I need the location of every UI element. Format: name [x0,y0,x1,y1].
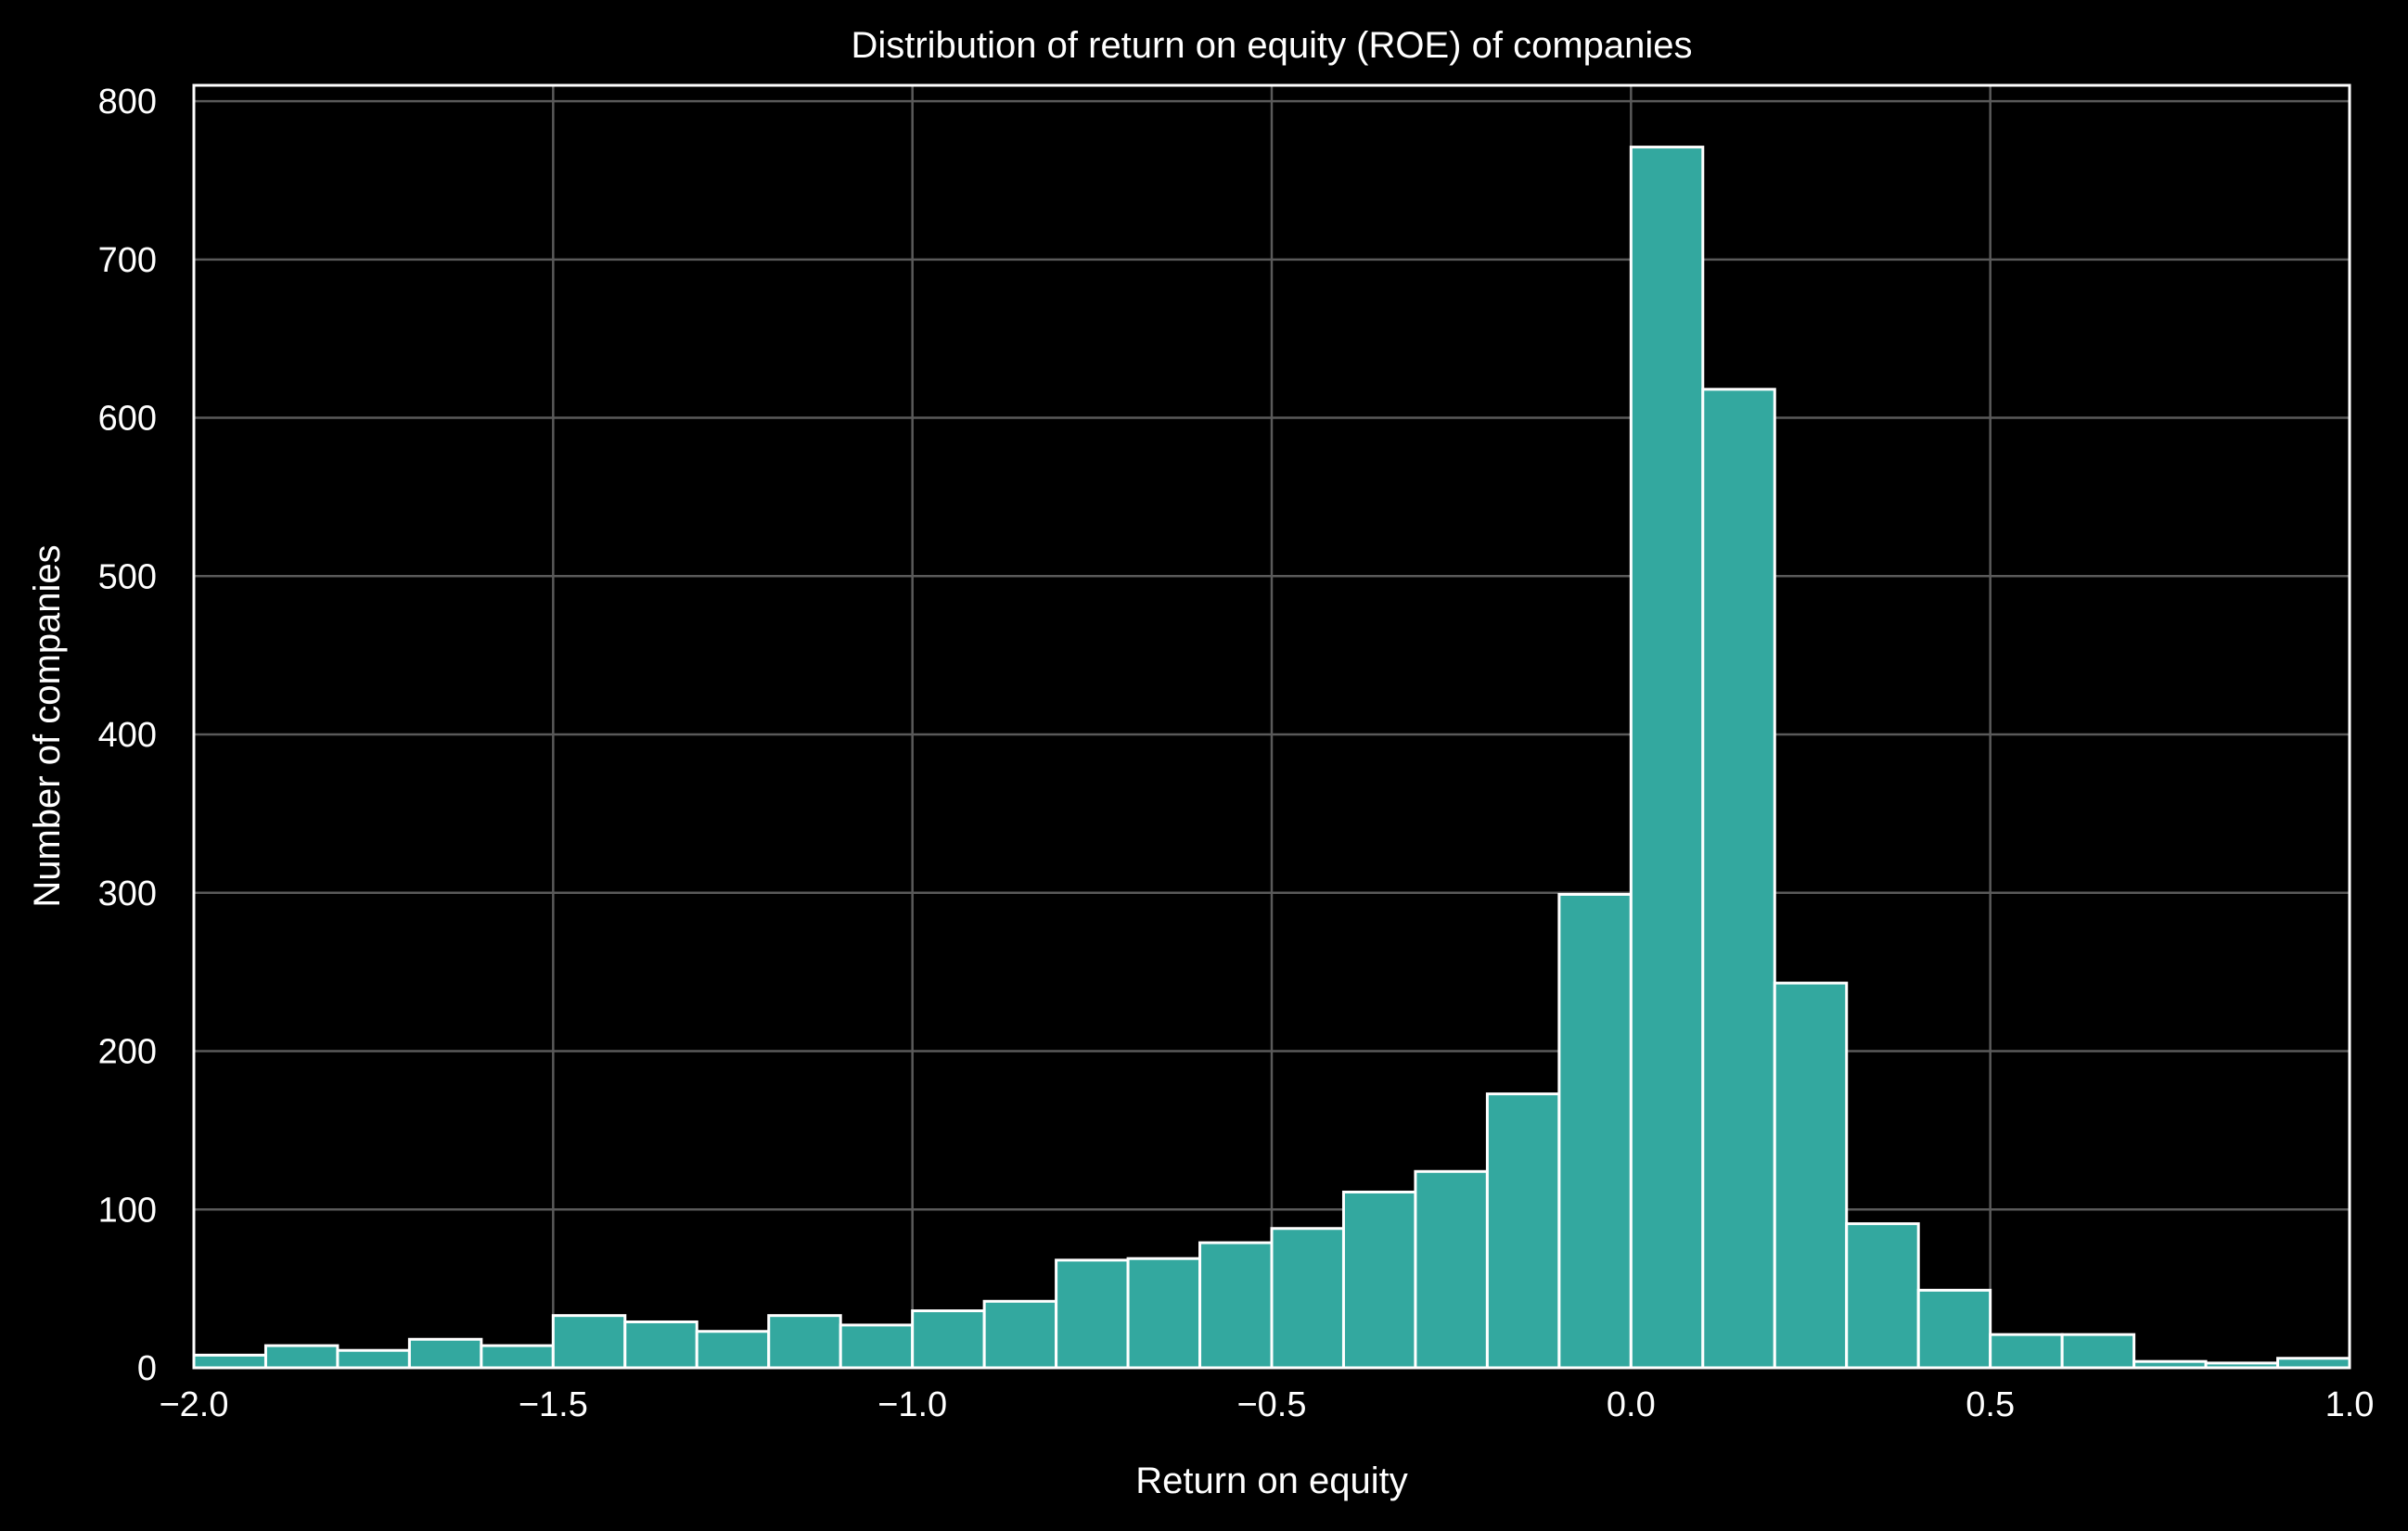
histogram-bar [1126,1257,1202,1370]
x-tick-labels: −2.0 −1.5 −1.0 −0.5 0.0 0.5 1.0 [159,1385,2374,1424]
histogram-bar [407,1337,483,1370]
plot-frame [192,83,2351,1370]
histogram-bar [1989,1333,2064,1370]
histogram-bar [982,1299,1058,1370]
histogram-bar [551,1314,627,1370]
histogram-bar [1198,1241,1274,1370]
y-tick-label: 400 [98,716,157,755]
histogram-bar [623,1320,698,1370]
histogram-bar [1055,1258,1130,1370]
histogram-bar [695,1330,771,1370]
y-tick-label: 600 [98,400,157,439]
y-tick-label: 500 [98,557,157,596]
histogram-bar [1485,1092,1561,1370]
x-tick-label: 0.5 [1966,1385,2015,1424]
y-tick-label: 300 [98,874,157,913]
histogram-bar [336,1348,411,1370]
x-tick-label: −2.0 [159,1385,228,1424]
y-tick-label: 700 [98,241,157,280]
histogram-bar [1701,388,1776,1370]
histogram-bar [839,1323,915,1370]
histogram-bar [1414,1169,1489,1370]
histogram-bar [1557,892,1633,1370]
histogram-bar [1773,981,1849,1370]
x-tick-label: −0.5 [1236,1385,1306,1424]
x-tick-label: −1.5 [519,1385,588,1424]
histogram-bar [192,1353,267,1370]
histogram-bar [2060,1333,2136,1370]
y-tick-label: 100 [98,1191,157,1230]
histogram-bar [480,1344,555,1370]
y-tick-label: 800 [98,83,157,121]
x-tick-label: 0.0 [1607,1385,1656,1424]
y-tick-label: 0 [137,1349,157,1388]
x-tick-label: −1.0 [877,1385,947,1424]
y-tick-label: 200 [98,1033,157,1072]
histogram-bar [1845,1222,1920,1370]
histogram-bar [1341,1190,1417,1370]
x-tick-label: 1.0 [2325,1385,2375,1424]
histogram-bars [192,146,2351,1370]
histogram-bar [767,1314,842,1370]
chart-title: Distribution of return on equity (ROE) o… [851,25,1692,66]
x-axis-label: Return on equity [1135,1461,1408,1501]
histogram-bar [911,1309,986,1370]
histogram-bar [1270,1227,1345,1370]
y-axis-label: Number of companies [27,544,68,907]
histogram-bar [1916,1288,1992,1370]
histogram-bar [1629,146,1705,1370]
y-tick-labels: 0 100 200 300 400 500 600 700 800 [98,83,157,1388]
histogram-bar [263,1344,339,1370]
histogram-bar [2276,1357,2351,1370]
